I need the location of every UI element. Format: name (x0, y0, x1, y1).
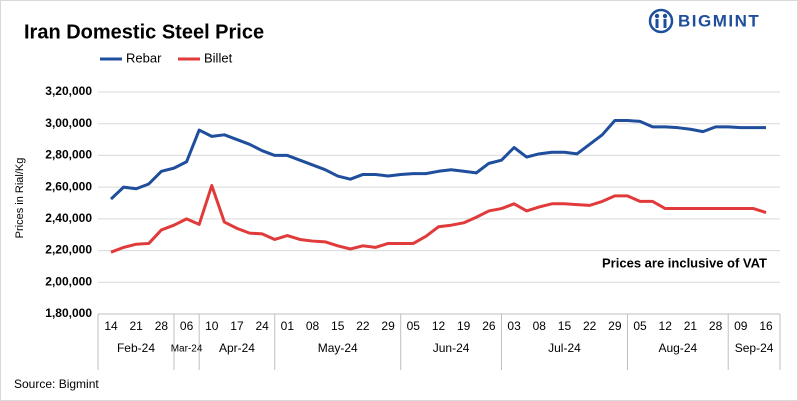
x-tick-label: 01 (281, 319, 295, 333)
x-group-label: Jun-24 (433, 341, 470, 355)
x-tick-label: 16 (759, 319, 773, 333)
brand: BIGMINT (678, 11, 760, 30)
x-tick-label: 26 (482, 319, 496, 333)
x-tick-label: 05 (407, 319, 421, 333)
y-tick-label: 2,60,000 (45, 179, 92, 193)
x-tick-label: 24 (255, 319, 269, 333)
x-tick-label: 15 (331, 319, 345, 333)
y-tick-label: 2,40,000 (45, 211, 92, 225)
x-tick-label: 29 (608, 319, 622, 333)
x-tick-label: 14 (104, 319, 118, 333)
x-tick-label: 06 (180, 319, 194, 333)
x-tick-label: 19 (457, 319, 471, 333)
legend-label: Rebar (126, 50, 162, 65)
x-tick-label: 08 (306, 319, 320, 333)
y-tick-label: 1,80,000 (45, 306, 92, 320)
x-tick-label: 22 (583, 319, 597, 333)
y-tick-label: 2,00,000 (45, 274, 92, 288)
annotation: Prices are inclusive of VAT (602, 255, 767, 270)
x-group-label: Sep-24 (735, 341, 774, 355)
x-tick-label: 21 (130, 319, 144, 333)
x-tick-label: 12 (432, 319, 446, 333)
x-tick-label: 21 (684, 319, 698, 333)
x-tick-label: 17 (230, 319, 244, 333)
series-line (109, 119, 766, 201)
y-tick-label: 3,20,000 (45, 84, 92, 98)
y-tick-label: 2,20,000 (45, 243, 92, 257)
x-group-label: Jul-24 (548, 341, 581, 355)
source: Source: Bigmint (14, 377, 99, 391)
x-tick-label: 12 (659, 319, 673, 333)
x-tick-label: 03 (507, 319, 521, 333)
x-group-label: Aug-24 (658, 341, 697, 355)
x-tick-label: 09 (734, 319, 748, 333)
x-tick-label: 28 (155, 319, 169, 333)
y-axis-label: Prices in Rial/Kg (14, 158, 26, 239)
x-group-label: Feb-24 (117, 341, 155, 355)
legend-label: Billet (204, 50, 233, 65)
x-tick-label: 22 (356, 319, 370, 333)
x-tick-label: 10 (205, 319, 219, 333)
x-tick-label: 29 (381, 319, 395, 333)
y-tick-label: 2,80,000 (45, 148, 92, 162)
y-tick-label: 3,00,000 (45, 116, 92, 130)
x-tick-label: 05 (633, 319, 647, 333)
logo: BIGMINT (648, 8, 760, 34)
series-line (110, 184, 767, 254)
x-tick-label: 08 (533, 319, 547, 333)
x-tick-label: 28 (709, 319, 723, 333)
x-group-label: Mar-24 (171, 344, 203, 355)
x-group-label: Apr-24 (219, 341, 255, 355)
chart-title: Iran Domestic Steel Price (24, 21, 264, 43)
x-tick-label: 15 (558, 319, 572, 333)
x-group-label: May-24 (318, 341, 358, 355)
